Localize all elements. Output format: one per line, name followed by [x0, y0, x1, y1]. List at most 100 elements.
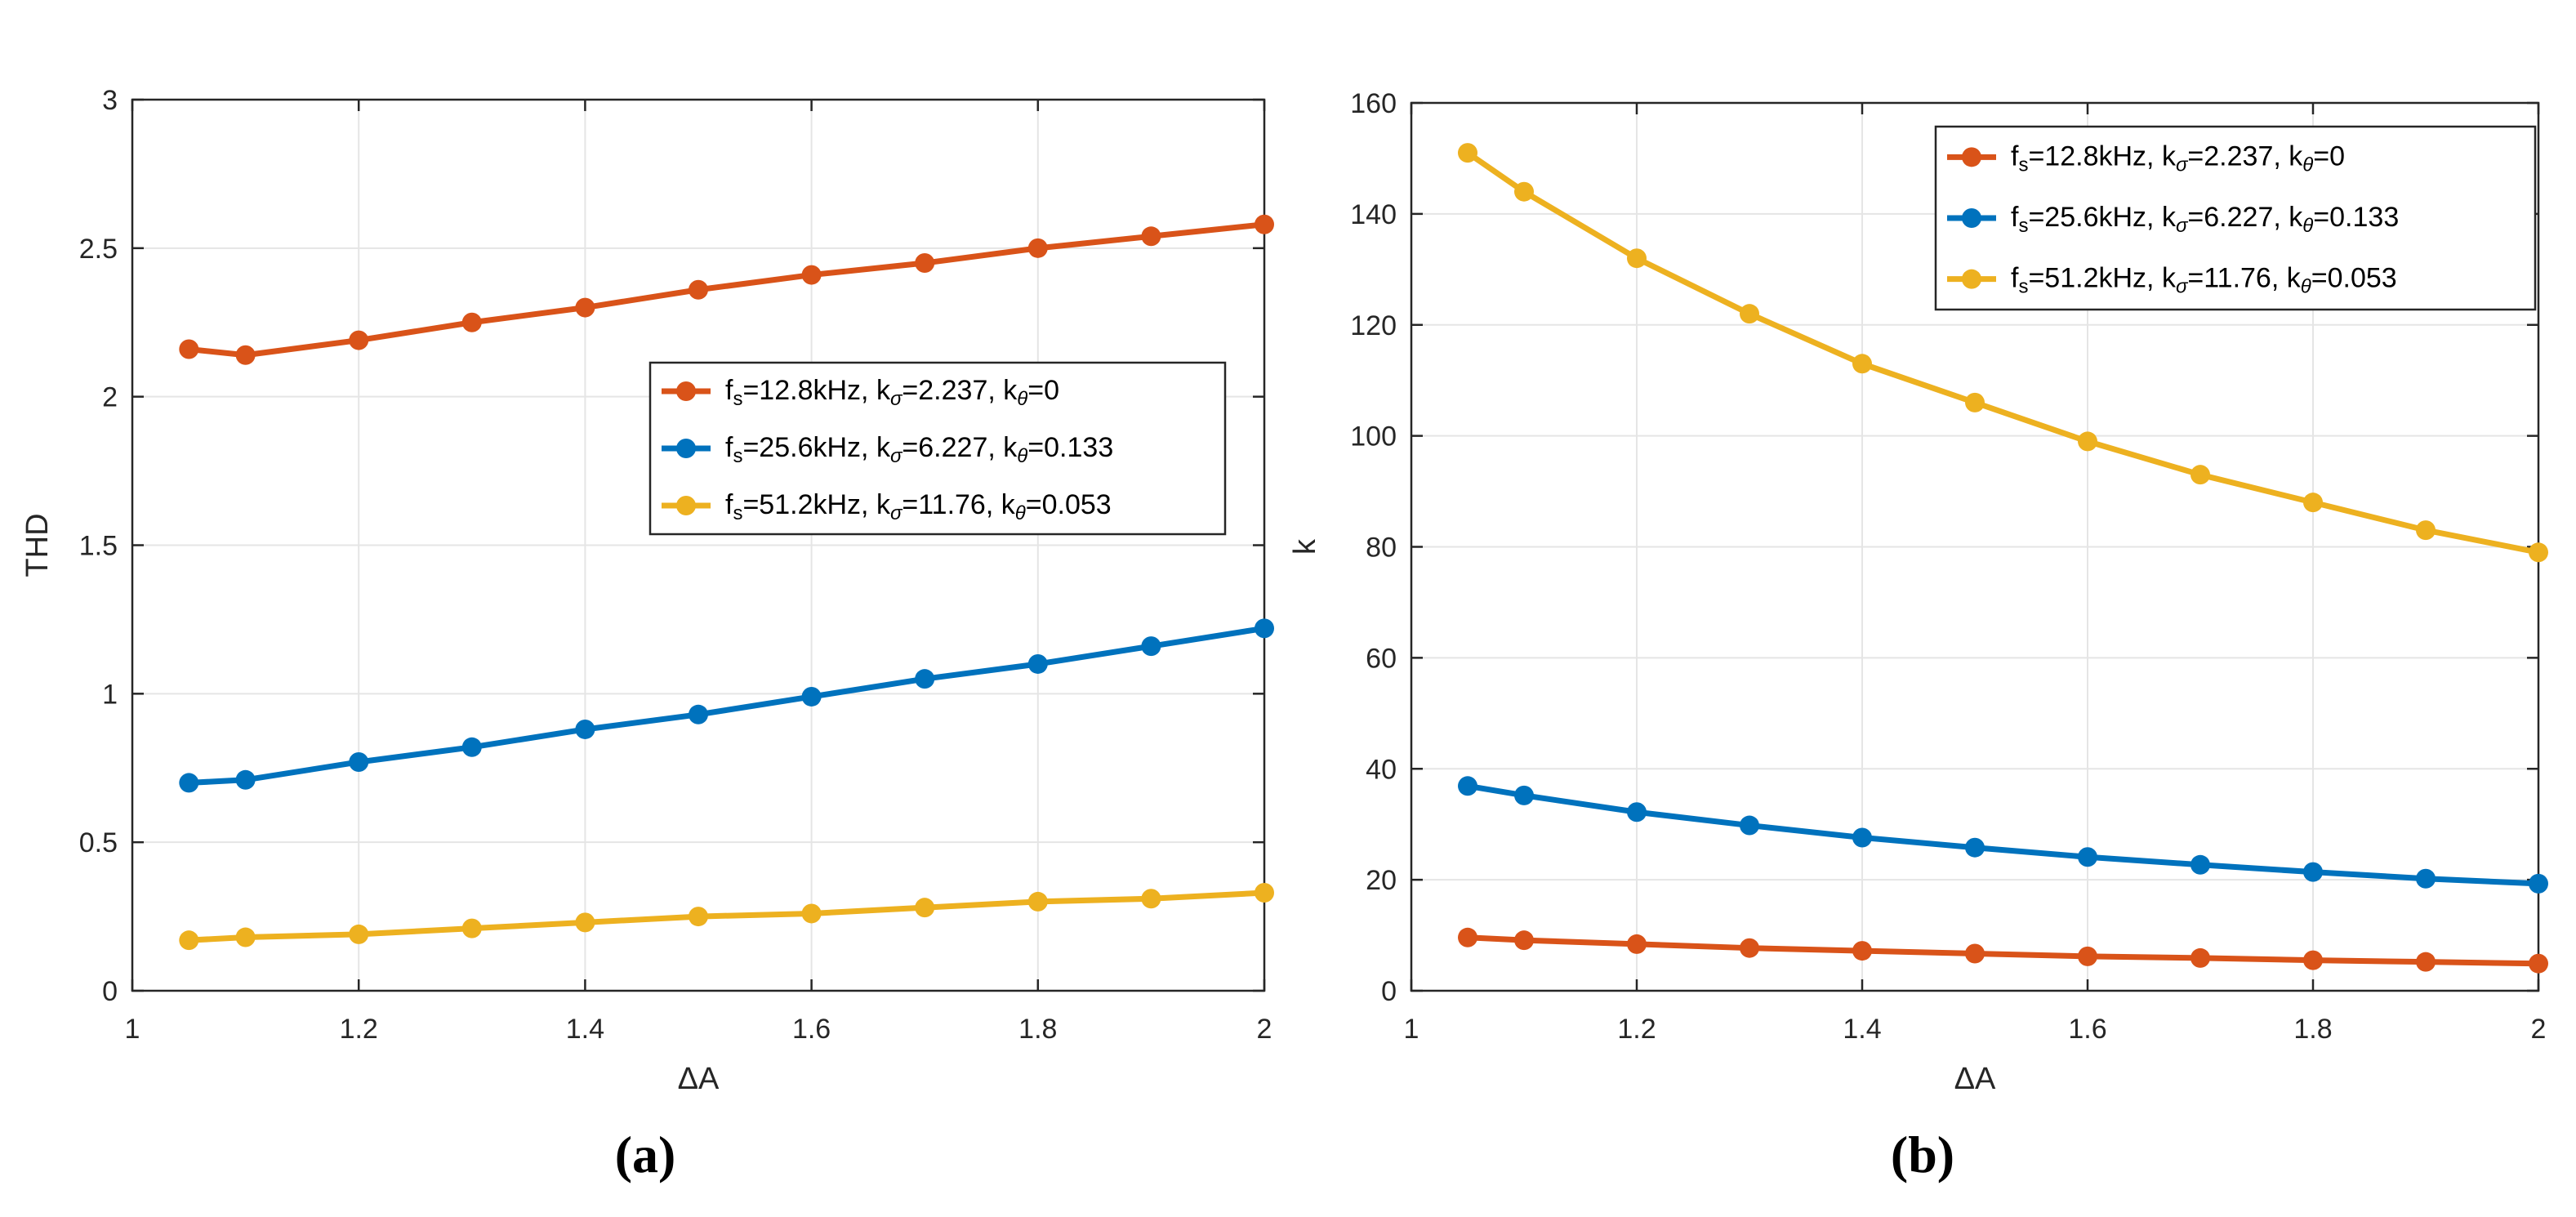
legend-subscript: s — [2018, 276, 2028, 298]
y-tick-label: 140 — [1350, 199, 1397, 230]
data-point-series-2 — [349, 751, 369, 772]
data-point-series-2 — [461, 737, 482, 757]
legend-subscript: θ — [2302, 154, 2313, 176]
legend-text-part: k — [2289, 202, 2303, 233]
x-tick-label: 1.2 — [340, 1014, 378, 1045]
legend-entry-2: fs=25.6kHz, kσ=6.227, kθ=0.133 — [2011, 202, 2399, 237]
data-point-series-3 — [801, 903, 822, 924]
x-tick-label: 1.2 — [1617, 1014, 1656, 1045]
legend-text-part: =6.227, — [902, 432, 1003, 463]
data-point-series-3 — [1852, 354, 1872, 374]
legend-text-part: =2.237, — [902, 375, 1003, 406]
y-tick-label: 60 — [1366, 643, 1397, 674]
legend-text-part: =2.237, — [2187, 140, 2289, 172]
legend-text-part: =0.133 — [1027, 432, 1113, 463]
data-point-series-3 — [1740, 304, 1759, 324]
legend-box — [1934, 125, 2537, 311]
legend-swatch-marker — [1962, 269, 1981, 289]
x-axis-label: ΔA — [678, 1062, 720, 1096]
data-point-series-1 — [1514, 930, 1534, 951]
legend-text-part: =11.76, — [2187, 263, 2286, 294]
data-point-series-1 — [461, 312, 482, 332]
data-point-series-2 — [1740, 815, 1759, 836]
legend: fs=12.8kHz, kσ=2.237, kθ=0fs=25.6kHz, kσ… — [1934, 125, 2537, 311]
legend-text-part: k — [876, 375, 891, 406]
data-point-series-3 — [915, 898, 935, 918]
data-point-series-3 — [2303, 493, 2323, 513]
y-tick-label: 2 — [102, 382, 118, 413]
legend-text-part: =6.227, — [2187, 202, 2289, 233]
data-point-series-2 — [1255, 618, 1274, 639]
legend-text-part: =25.6kHz, — [2028, 202, 2161, 233]
legend-subscript: σ — [2176, 215, 2189, 237]
data-point-series-2 — [2078, 847, 2097, 867]
y-tick-label: 20 — [1366, 865, 1397, 896]
data-point-series-2 — [1627, 802, 1647, 822]
data-point-series-1 — [2416, 952, 2436, 972]
data-point-series-3 — [575, 912, 595, 933]
y-tick-label: 0 — [1381, 976, 1397, 1007]
data-point-series-3 — [235, 927, 256, 947]
legend-text-part: k — [876, 432, 891, 463]
y-tick-label: 2.5 — [79, 234, 118, 265]
data-point-series-2 — [2416, 868, 2436, 889]
legend-text-part: =25.6kHz, — [742, 432, 876, 463]
legend-text-part: f — [725, 375, 733, 406]
legend-text-part: =12.8kHz, — [742, 375, 876, 406]
data-point-series-3 — [349, 924, 369, 944]
data-point-series-1 — [689, 279, 708, 300]
data-point-series-3 — [1627, 248, 1647, 269]
y-tick-label: 100 — [1350, 421, 1397, 452]
legend-subscript: θ — [2302, 215, 2313, 237]
data-point-series-2 — [179, 773, 199, 793]
y-tick-label: 0.5 — [79, 827, 118, 858]
x-axis-label: ΔA — [1954, 1062, 1996, 1096]
data-point-series-3 — [1458, 143, 1477, 163]
data-point-series-3 — [1514, 181, 1534, 202]
data-point-series-1 — [2078, 946, 2097, 966]
data-point-series-1 — [915, 253, 935, 274]
data-point-series-1 — [1141, 226, 1161, 247]
y-tick-label: 1 — [102, 679, 118, 710]
legend-text-part: =11.76, — [902, 489, 1001, 520]
legend-text-part: =0.133 — [2313, 202, 2399, 233]
data-point-series-2 — [1141, 636, 1161, 657]
legend-text-part: =51.2kHz, — [2028, 263, 2161, 294]
panel-b-k-chart: 1 1.2 1.4 1.6 1.8 2020406080100120140160ΔAkfs… — [1288, 88, 2548, 1184]
legend-text-part: f — [2011, 202, 2019, 233]
legend-text-part: k — [2162, 202, 2177, 233]
data-point-series-1 — [2190, 947, 2210, 968]
legend-entry-3: fs=51.2kHz, kσ=11.76, kθ=0.053 — [725, 489, 1112, 524]
x-tick-label: 1.4 — [1843, 1014, 1881, 1045]
legend-text-part: =0.053 — [1026, 489, 1112, 520]
legend-entry-3: fs=51.2kHz, kσ=11.76, kθ=0.053 — [2011, 263, 2397, 298]
legend-text-part: =51.2kHz, — [742, 489, 876, 520]
data-point-series-2 — [1458, 776, 1477, 796]
data-point-series-2 — [2303, 862, 2323, 882]
x-tick-label: 2 — [1257, 1014, 1272, 1045]
data-point-series-3 — [1141, 889, 1161, 909]
data-point-series-2 — [575, 719, 595, 739]
legend-entry-1: fs=12.8kHz, kσ=2.237, kθ=0 — [2011, 140, 2345, 176]
legend-subscript: σ — [890, 502, 903, 524]
data-point-series-2 — [2190, 854, 2210, 875]
x-tick-label: 1 — [125, 1014, 140, 1045]
data-point-series-2 — [689, 704, 708, 724]
legend-text-part: k — [2289, 140, 2303, 172]
legend-subscript: s — [733, 388, 742, 410]
data-point-series-2 — [235, 769, 256, 790]
legend-text-part: k — [1003, 432, 1018, 463]
y-tick-label: 160 — [1350, 88, 1397, 119]
legend-subscript: σ — [890, 388, 903, 410]
x-tick-label: 1.8 — [1018, 1014, 1057, 1045]
legend-text-part: k — [2162, 140, 2177, 172]
legend-subscript: σ — [2176, 154, 2189, 176]
panel-a-thd-chart: 1 1.2 1.4 1.6 1.8 200.511.522.53ΔATHDfs=12.8k… — [20, 85, 1274, 1184]
legend-text-part: k — [2162, 263, 2177, 294]
legend-subscript: θ — [2301, 276, 2311, 298]
x-tick-label: 1.8 — [2293, 1014, 2332, 1045]
data-point-series-1 — [179, 339, 199, 359]
legend-text-part: =0.053 — [2311, 263, 2397, 294]
legend-text-part: =12.8kHz, — [2028, 140, 2161, 172]
legend-text-part: k — [2287, 263, 2302, 294]
